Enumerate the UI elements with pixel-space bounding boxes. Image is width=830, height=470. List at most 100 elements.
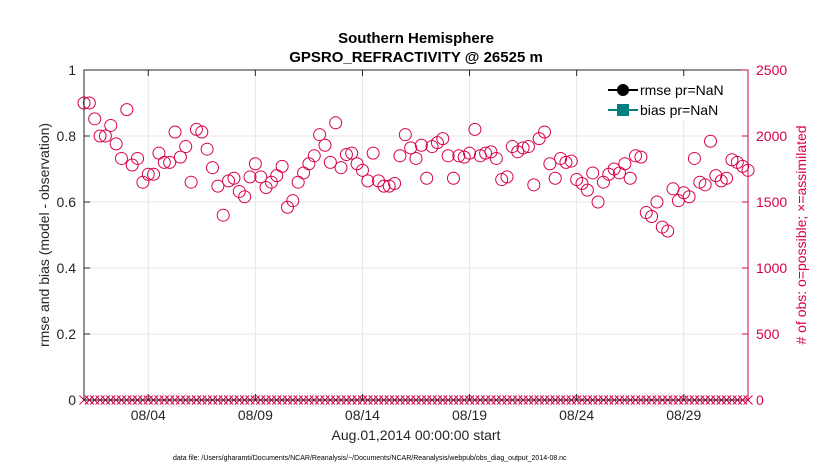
possible-point <box>366 146 380 160</box>
possible-point <box>109 137 123 151</box>
legend-bias-marker <box>617 104 629 116</box>
possible-point <box>313 128 327 142</box>
possible-point <box>104 118 118 132</box>
y-tick-label: 0.2 <box>57 326 77 342</box>
y-tick-label: 0.6 <box>57 194 77 210</box>
possible-point <box>441 149 455 163</box>
legend: rmse pr=NaN bias pr=NaN <box>604 79 738 121</box>
possible-point <box>527 178 541 192</box>
possible-point <box>195 125 209 139</box>
data-file-footnote: data file: /Users/gharamti/Documents/NCA… <box>173 455 567 462</box>
possible-point <box>650 195 664 209</box>
possible-point <box>377 179 391 193</box>
possible-point <box>720 171 734 185</box>
possible-point <box>141 167 155 181</box>
possible-point <box>206 161 220 175</box>
possible-point <box>307 149 321 163</box>
possible-point <box>623 171 637 185</box>
possible-point <box>559 155 573 169</box>
possible-point <box>120 103 134 117</box>
possible-point <box>398 128 412 142</box>
possible-point <box>420 171 434 185</box>
possible-point <box>489 151 503 165</box>
possible-point <box>318 138 332 152</box>
possible-point <box>216 208 230 222</box>
possible-point <box>602 167 616 181</box>
possible-point <box>131 151 145 165</box>
chart-subtitle: GPSRO_REFRACTIVITY @ 26525 m <box>289 49 543 66</box>
possible-point <box>629 149 643 163</box>
possible-point <box>564 154 578 168</box>
possible-point <box>404 141 418 155</box>
possible-point <box>248 157 262 171</box>
chart-title: Southern Hemisphere <box>338 30 494 47</box>
x-axis-label: Aug.01,2014 00:00:00 start <box>332 427 501 443</box>
possible-point <box>452 149 466 163</box>
possible-point <box>532 132 546 146</box>
possible-point <box>82 96 96 110</box>
possible-point <box>505 140 519 154</box>
possible-point <box>323 155 337 169</box>
possible-point <box>339 147 353 161</box>
y-tick-label: 1 <box>68 62 76 78</box>
possible-point <box>414 138 428 152</box>
possible-point <box>580 183 594 197</box>
legend-rmse-label: rmse pr=NaN <box>640 82 724 98</box>
possible-point <box>538 125 552 139</box>
possible-point <box>125 158 139 172</box>
possible-point <box>361 174 375 188</box>
possible-point <box>484 145 498 159</box>
possible-point <box>211 179 225 193</box>
possible-point <box>345 146 359 160</box>
possible-point <box>157 155 171 169</box>
possible-point <box>280 200 294 214</box>
possible-point <box>93 129 107 143</box>
y-right-tick-label: 0 <box>756 392 764 408</box>
legend-rmse-marker <box>617 84 629 96</box>
possible-point <box>163 155 177 169</box>
y-tick-label: 0 <box>68 392 76 408</box>
possible-point <box>275 159 289 173</box>
possible-point <box>634 150 648 164</box>
y-right-tick-label: 1500 <box>756 194 787 210</box>
y-right-tick-label: 1000 <box>756 260 787 276</box>
possible-point <box>704 134 718 148</box>
possible-point <box>254 170 268 184</box>
possible-point <box>468 122 482 136</box>
possible-point <box>184 175 198 189</box>
possible-point <box>329 116 343 130</box>
possible-point <box>586 166 600 180</box>
possible-point <box>98 129 112 143</box>
possible-point <box>147 167 161 181</box>
x-tick-label: 08/04 <box>131 407 166 423</box>
possible-point <box>114 151 128 165</box>
possible-point <box>388 177 402 191</box>
possible-point <box>173 150 187 164</box>
possible-point <box>200 142 214 156</box>
possible-point <box>516 141 530 155</box>
possible-point <box>479 146 493 160</box>
possible-point <box>500 170 514 184</box>
x-tick-label: 08/19 <box>452 407 487 423</box>
possible-point <box>334 161 348 175</box>
possible-point <box>682 190 696 204</box>
axis-ticks: 08/04 08/09 08/14 08/19 08/24 08/29 0 0.2 0.4 0.6… <box>57 62 788 423</box>
possible-point <box>709 169 723 183</box>
x-tick-label: 08/14 <box>345 407 380 423</box>
y-tick-label: 0.8 <box>57 128 77 144</box>
possible-point <box>179 140 193 154</box>
plot-area <box>84 70 748 400</box>
possible-point <box>436 132 450 146</box>
x-tick-label: 08/09 <box>238 407 273 423</box>
possible-point <box>463 146 477 160</box>
possible-point <box>238 190 252 204</box>
x-tick-label: 08/29 <box>666 407 701 423</box>
y-tick-label: 0.4 <box>57 260 77 276</box>
possible-point <box>543 157 557 171</box>
possible-point <box>350 157 364 171</box>
possible-point <box>243 170 257 184</box>
possible-point <box>645 210 659 224</box>
possible-point <box>409 151 423 165</box>
possible-point <box>168 125 182 139</box>
